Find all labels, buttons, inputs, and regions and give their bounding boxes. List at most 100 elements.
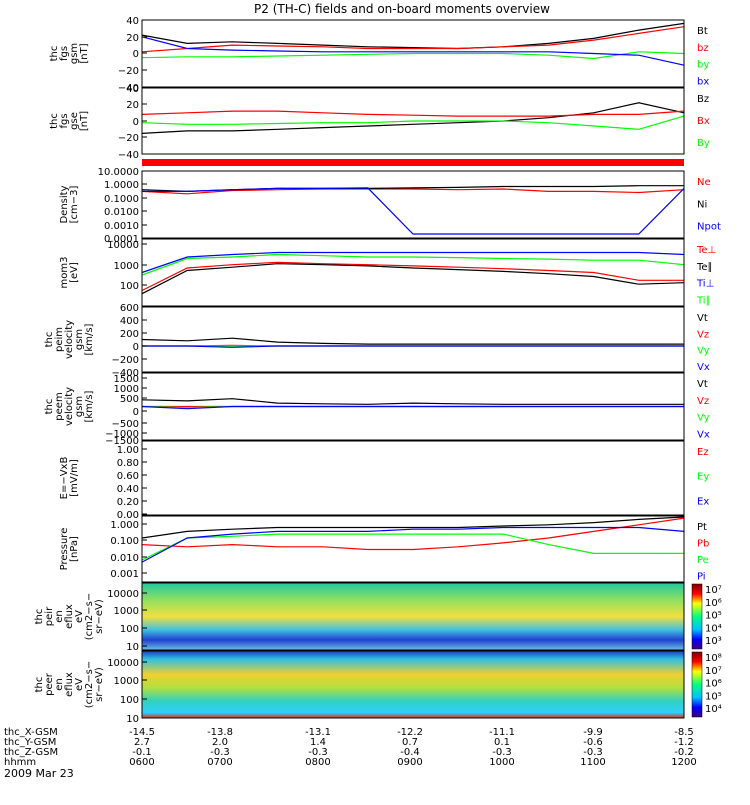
panel-frame	[141, 650, 685, 719]
footer-value: -0.4	[400, 747, 420, 758]
series-line-Pt	[141, 516, 685, 539]
footer-value: 2.0	[212, 737, 228, 748]
y-tick-label: 20	[126, 33, 139, 44]
legend-Ne: Ne	[697, 177, 711, 188]
footer-value: -0.1	[132, 747, 152, 758]
panel-3: Te⊥ Te∥ Ti⊥ Ti∥ 10000 1000 100 mom3 [eV]	[59, 238, 716, 307]
panel-4: Vt Vz Vy Vx 600 400 200 0 −200 −400 thc peim velocit…	[44, 303, 710, 379]
heatmap-field	[142, 583, 684, 650]
y-tick-label: 400	[120, 316, 139, 327]
panel-frame	[141, 306, 685, 373]
legend-Ey: Ey	[697, 472, 709, 483]
y-tick-label: 600	[120, 303, 139, 314]
legend-Pt: Pt	[697, 522, 707, 533]
y-tick-label: 1000	[114, 261, 139, 272]
colorbar	[691, 583, 703, 650]
series-line-Bx	[141, 110, 685, 117]
colorbar-tick-label: 10⁶	[705, 598, 722, 609]
series-line-Vx	[142, 345, 684, 348]
date-label: 2009 Mar 23	[4, 767, 74, 780]
series-line-Ne	[141, 188, 685, 195]
y-tick-label: 200	[120, 329, 139, 340]
panel-frame	[141, 238, 685, 307]
legend-Vz: Vz	[697, 396, 709, 407]
y-tick-label: 1.000	[110, 520, 139, 531]
series-line-Vt	[141, 398, 684, 405]
footer-value: 0.1	[494, 737, 510, 748]
footer-value: -0.3	[583, 747, 603, 758]
y-axis-label: Pressure	[59, 528, 70, 571]
y-tick-label: −500	[112, 419, 139, 430]
colorbar-tick-label: 10⁴	[705, 623, 722, 634]
legend-Vz: Vz	[697, 329, 709, 340]
y-axis-label: sr−eV)	[94, 599, 105, 634]
series-line-Pe	[141, 533, 684, 561]
y-tick-label: −40	[118, 83, 139, 94]
footer-ephemeris: thc_X-GSM -14.5 -13.8 -13.1 -12.2 -11.1 -9.9 -8…	[4, 727, 697, 768]
y-axis-label: velocity	[64, 320, 75, 359]
y-tick-label: 0.0001	[104, 234, 139, 245]
legend-Te∥: Te∥	[696, 262, 713, 273]
panel-frame	[141, 440, 685, 516]
colorbar-tick-label: 10⁷	[705, 666, 722, 677]
footer-row-label: thc_X-GSM	[4, 727, 58, 738]
series-line-Vt	[141, 337, 684, 345]
footer-value: -11.1	[489, 727, 515, 738]
series-line-By	[141, 115, 685, 130]
colorbar-tick-label: 10⁵	[705, 611, 722, 622]
y-tick-label: 0.0010	[104, 221, 139, 232]
series-line-Bt	[141, 22, 685, 50]
y-axis-label: (cm2−s−	[84, 661, 95, 708]
colorbar-tick-label: 10⁴	[705, 704, 722, 715]
y-axis-label: peir	[44, 606, 55, 626]
y-axis-label: [nT]	[79, 111, 90, 131]
footer-value: -8.5	[674, 727, 694, 738]
footer-value: 1100	[580, 757, 605, 768]
series-line-bz	[141, 26, 685, 53]
y-tick-label: 100	[120, 281, 139, 292]
y-axis-label: thc	[49, 46, 60, 62]
legend-Pi: Pi	[697, 572, 706, 583]
y-tick-label: 0.80	[117, 458, 139, 469]
y-axis-label: peer	[44, 672, 55, 696]
y-tick-label: 0.1000	[104, 194, 139, 205]
legend-Bx: Bx	[697, 116, 710, 127]
figure-title: P2 (TH-C) fields and on-board moments ov…	[254, 2, 550, 16]
legend-Ez: Ez	[697, 447, 709, 458]
y-tick-label: 0.010	[110, 553, 139, 564]
footer-value: -0.3	[210, 747, 230, 758]
legend-Bt: Bt	[697, 26, 708, 37]
y-tick-label: 1000	[114, 676, 139, 687]
y-axis-label: gsm	[74, 396, 85, 417]
footer-value: -0.6	[583, 737, 603, 748]
footer-value: -0.3	[308, 747, 328, 758]
y-axis-label: gse	[69, 112, 80, 130]
y-axis-label: fgs	[59, 113, 70, 128]
legend-Bz: Bz	[697, 94, 709, 105]
y-tick-label: −40	[118, 150, 139, 161]
panel-7: Pt Pb Pe Pi 1.000 0.100 0.010 0.001 Pressure [nPa…	[59, 515, 709, 583]
panel-frame	[141, 515, 685, 583]
colorbar-tick-label: 10⁷	[705, 585, 722, 596]
colorbar-tick-label: 10⁵	[705, 691, 722, 702]
legend-Vt: Vt	[697, 313, 708, 324]
y-axis-label: thc	[34, 609, 45, 625]
panel-frame	[141, 372, 685, 441]
y-tick-label: 1000	[114, 606, 139, 617]
heatmap-field	[142, 651, 684, 718]
y-tick-label: 0.60	[117, 471, 139, 482]
legend-Vy: Vy	[697, 413, 710, 424]
y-axis-label: peim	[54, 327, 65, 352]
y-axis-label: [mV/m]	[69, 459, 80, 497]
y-tick-label: 40	[126, 16, 139, 27]
legend-Npot: Npot	[697, 222, 721, 233]
series-line-Te∥	[141, 263, 685, 295]
y-tick-label: −20	[118, 66, 139, 77]
series-line-Ti⊥	[141, 251, 685, 274]
series-line-Pi	[141, 526, 685, 563]
y-tick-label: 20	[126, 100, 139, 111]
y-tick-label: 0.20	[117, 497, 139, 508]
